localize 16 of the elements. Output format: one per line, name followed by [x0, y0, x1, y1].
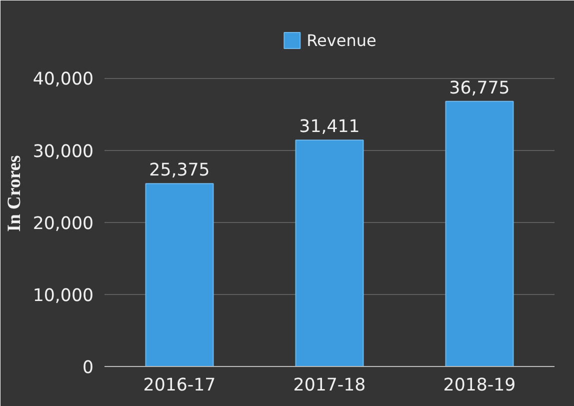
data-label: 36,775 — [449, 78, 510, 98]
y-tick-label: 10,000 — [32, 286, 94, 306]
y-axis-title: In Crores — [4, 155, 25, 232]
data-label: 31,411 — [299, 117, 360, 138]
bar — [445, 100, 514, 366]
legend-label: Revenue — [306, 30, 376, 50]
y-tick-label: 20,000 — [32, 214, 94, 234]
y-tick-label: 0 — [82, 358, 94, 378]
x-tick-label: 2017-18 — [293, 376, 366, 396]
y-tick-label: 40,000 — [32, 70, 94, 90]
y-tick-label: 30,000 — [32, 142, 94, 162]
bar — [295, 140, 364, 366]
data-label: 25,375 — [149, 160, 210, 181]
x-tick-label: 2016-17 — [143, 376, 216, 396]
x-tick-label: 2018-19 — [443, 376, 516, 396]
bar — [145, 183, 214, 366]
